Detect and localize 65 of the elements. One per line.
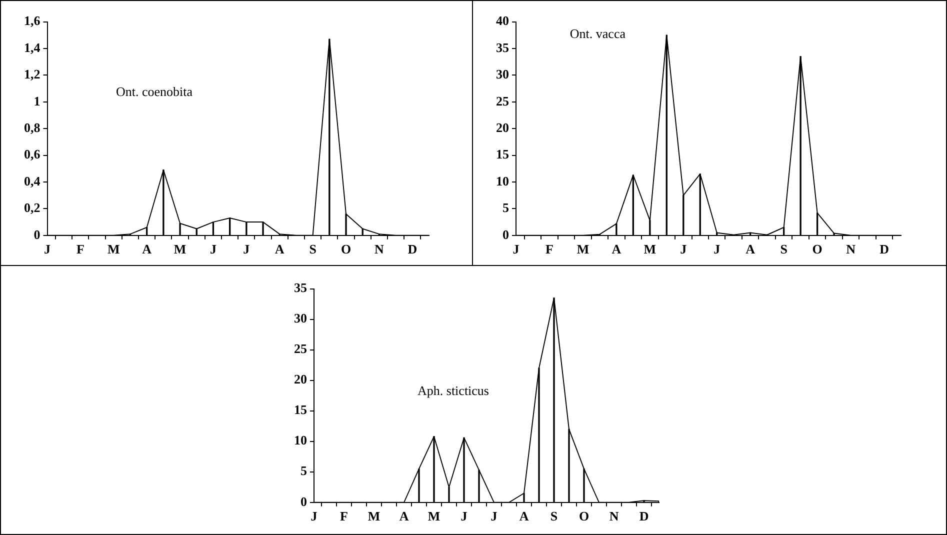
y-tick-label: 10 [294,432,307,448]
y-tick-label: 5 [502,200,510,216]
x-tick-label: A [746,242,756,257]
x-tick-label: J [490,508,498,524]
x-tick-label: J [512,242,520,257]
x-tick-label: J [44,242,51,257]
y-tick-label: 15 [496,146,510,162]
y-tick-label: 25 [294,341,308,356]
y-tick-label: 10 [496,173,509,188]
x-tick-label: J [243,242,250,257]
y-tick-label: 25 [496,93,510,108]
x-tick-label: J [680,242,688,257]
y-tick-label: 35 [496,40,510,55]
x-tick-label: S [550,508,558,524]
y-tick-label: 30 [496,66,509,82]
x-tick-label: O [578,508,590,524]
x-tick-label: J [460,508,468,524]
x-tick-label: M [368,508,380,524]
x-tick-label: N [846,242,856,257]
x-tick-label: D [408,242,418,257]
x-tick-label: J [714,242,721,257]
y-tick-label: 20 [294,372,307,387]
x-tick-label: A [612,242,622,257]
y-tick-label: 0,8 [24,120,41,135]
y-tick-label: 0 [300,494,307,509]
x-tick-label: N [609,508,620,524]
y-tick-label: 5 [300,463,308,478]
y-tick-label: 1 [34,93,40,108]
y-tick-label: 0,6 [24,146,41,162]
x-tick-label: N [374,242,385,257]
x-tick-label: O [340,242,352,257]
y-tick-label: 1,4 [24,40,41,55]
x-tick-label: A [399,508,410,524]
x-tick-label: F [76,242,84,257]
x-tick-label: F [340,508,348,524]
x-tick-label: M [174,242,186,257]
x-tick-label: M [644,242,656,257]
chart-title: Ont. vacca [570,26,626,42]
y-tick-label: 20 [496,120,509,135]
text: Ont. coenobita [116,84,193,99]
y-tick-label: 0,2 [24,200,40,216]
x-tick-label: S [780,242,788,257]
x-tick-label: A [142,242,152,257]
x-tick-label: F [546,242,554,257]
x-tick-label: A [519,508,530,524]
x-tick-label: S [309,242,316,257]
y-tick-label: 40 [496,13,509,28]
x-tick-label: M [108,242,120,257]
x-tick-label: D [639,508,649,524]
text: Aph. sticticus [418,382,489,398]
y-tick-label: 1,6 [24,13,41,28]
x-tick-label: J [310,508,318,524]
y-tick-label: 1,2 [24,66,40,82]
x-tick-label: M [428,508,440,524]
y-tick-label: 15 [294,402,308,418]
x-tick-label: O [812,242,822,257]
x-tick-label: D [880,242,889,257]
y-tick-label: 30 [294,310,307,326]
x-tick-label: A [274,242,285,257]
y-tick-label: 0 [34,226,40,242]
x-tick-label: M [576,242,590,257]
y-tick-label: 0,4 [24,173,41,188]
x-tick-label: J [210,242,217,257]
y-tick-label: 0 [502,226,509,242]
y-tick-label: 35 [294,280,308,296]
